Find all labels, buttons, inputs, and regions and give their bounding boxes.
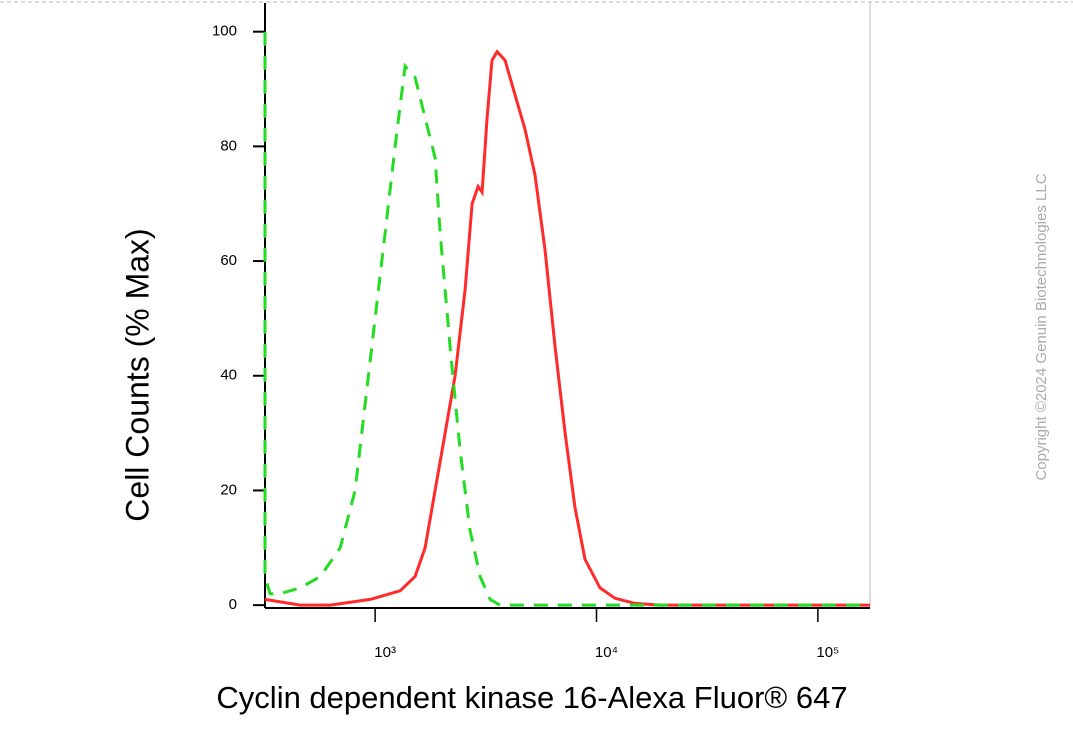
y-tick-label: 20 <box>220 481 237 498</box>
histogram-line <box>264 49 870 607</box>
x-tick-label: 10³ <box>374 644 396 661</box>
y-axis-label: Cell Counts (% Max) <box>119 228 155 521</box>
y-tick-label: 0 <box>229 596 237 613</box>
y-tick-label: 100 <box>212 23 237 40</box>
y-tick-label: 60 <box>220 252 237 269</box>
y-tick-label: 40 <box>220 367 237 384</box>
copyright: Copyright ©2024 Genuin Biotechnologies L… <box>1033 173 1050 480</box>
x-tick-label: 10⁵ <box>816 644 839 661</box>
x-axis-label: Cyclin dependent kinase 16-Alexa Fluor® … <box>216 680 847 715</box>
y-tick-label: 80 <box>220 137 237 154</box>
x-tick-label: 10⁴ <box>595 644 618 661</box>
histogram-line <box>263 31 870 607</box>
